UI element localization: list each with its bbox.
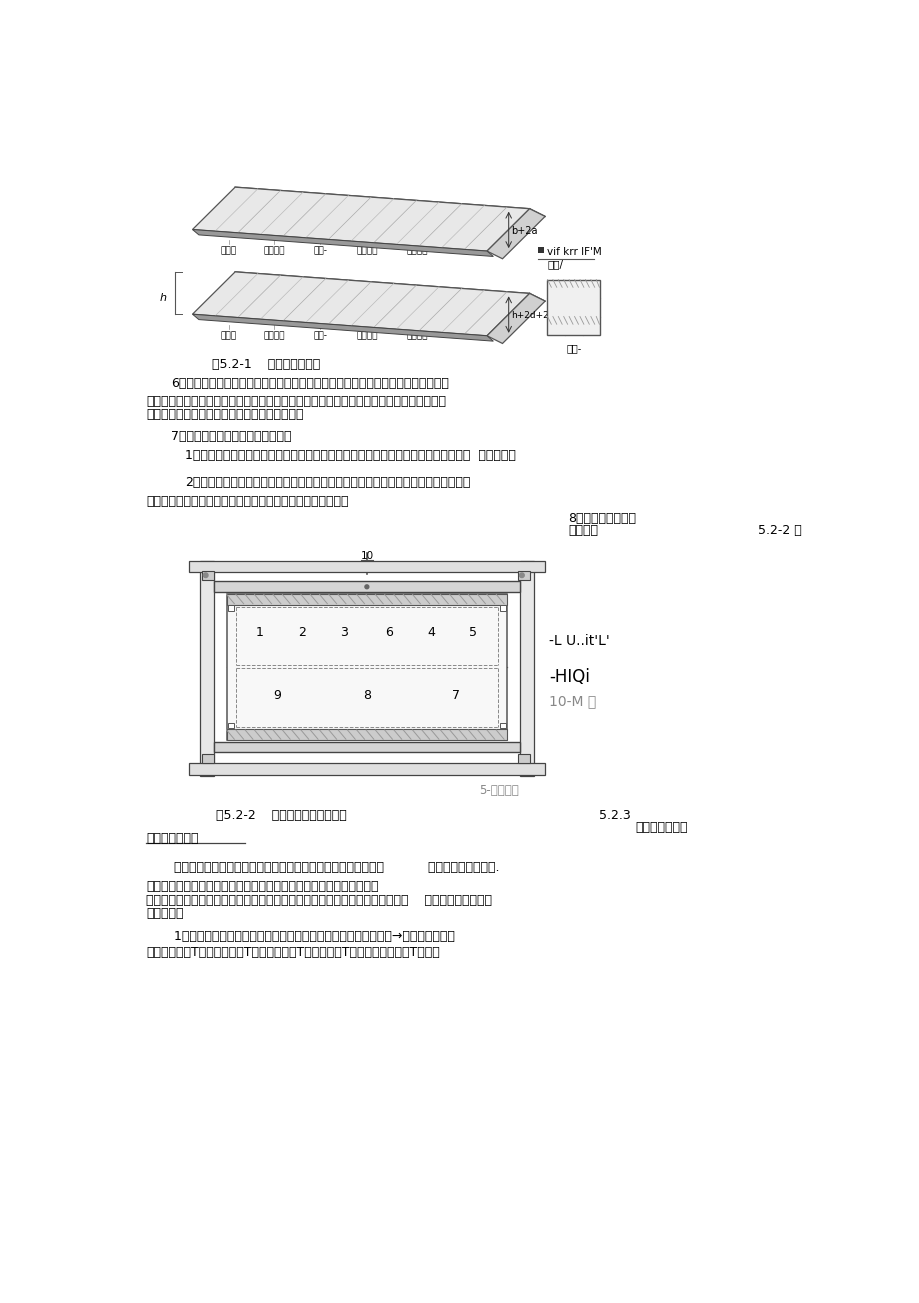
Circle shape: [519, 573, 524, 577]
Text: 2: 2: [298, 627, 305, 640]
Text: 集合材模: 集合材模: [263, 246, 284, 255]
Bar: [226, 594, 506, 605]
Text: 1单面木纹粗面清水混凝土墙模板安装施工顺序：搭设临时支撑架→双层模外模拼装: 1单面木纹粗面清水混凝土墙模板安装施工顺序：搭设临时支撑架→双层模外模拼装: [146, 930, 454, 943]
Text: 5.2-2 ：: 5.2-2 ：: [757, 524, 801, 537]
Text: 箱柱-: 箱柱-: [565, 343, 581, 353]
Bar: [228, 606, 233, 611]
Bar: [500, 723, 505, 728]
Bar: [200, 549, 533, 788]
Bar: [188, 560, 545, 572]
Text: -HIQi: -HIQi: [549, 668, 589, 687]
Text: 6: 6: [384, 627, 392, 640]
Text: -L U..it'L': -L U..it'L': [549, 633, 609, 648]
Text: 分层桁梁: 分层桁梁: [406, 331, 427, 340]
Text: 集合材模: 集合材模: [263, 331, 284, 340]
Text: 凝土墙模板安装: 凝土墙模板安装: [146, 833, 199, 846]
Text: 图5.2-1    柱模拼装示意图: 图5.2-1 柱模拼装示意图: [211, 358, 320, 371]
Text: 7: 7: [451, 689, 460, 702]
Text: 实木板: 实木板: [221, 331, 237, 340]
Bar: [200, 560, 214, 777]
Text: 缝水平贯通，同时安放柱内侧三节式对拉螺栓。: 缝水平贯通，同时安放柱内侧三节式对拉螺栓。: [146, 408, 303, 421]
Text: 方木-: 方木-: [313, 246, 327, 255]
Text: 2）按照测量放线的轴线、标高控制点调整校核柱模轴线及标高，务必使柱内模分隔缝: 2）按照测量放线的轴线、标高控制点调整校核柱模轴线及标高，务必使柱内模分隔缝: [185, 476, 470, 489]
Text: 面如下图: 面如下图: [568, 524, 597, 537]
Bar: [201, 571, 214, 580]
Polygon shape: [192, 272, 529, 336]
Polygon shape: [192, 314, 493, 341]
Text: 木纹粗面清水混: 木纹粗面清水混: [635, 821, 687, 834]
Polygon shape: [486, 293, 545, 344]
Text: 板的组装。: 板的组装。: [146, 907, 183, 920]
Text: h+2d+2c: h+2d+2c: [510, 310, 553, 319]
Bar: [519, 560, 533, 777]
Text: 工程中混凝土墙体长度较长（已经超过了内模实木板单块长度）           ，需进行长度的组装.: 工程中混凝土墙体长度较长（已经超过了内模实木板单块长度） ，需进行长度的组装.: [146, 861, 499, 874]
Text: 楼容/: 楼容/: [547, 259, 562, 268]
Text: 4: 4: [426, 627, 435, 640]
Bar: [214, 741, 519, 752]
Text: 10: 10: [360, 551, 373, 562]
Text: 并调整平整度T弹内模拼装线T内模拼装就位T墙钢筋安装T单层模板拼装就位T调整垂: 并调整平整度T弹内模拼装线T内模拼装就位T墙钢筋安装T单层模板拼装就位T调整垂: [146, 946, 439, 959]
Text: 8柱模加固成型后断: 8柱模加固成型后断: [568, 512, 636, 525]
Text: 6吊装就位：在柱钢筋绑扎完毕后采用吊装设备或人工方法将单块模板吊装就位，吊: 6吊装就位：在柱钢筋绑扎完毕后采用吊装设备或人工方法将单块模板吊装就位，吊: [171, 378, 448, 391]
Bar: [538, 248, 544, 253]
Text: 8: 8: [362, 689, 370, 702]
Text: 影响，需将竖向蟒缝错落分布，这种情况下采用原位整体散拼法进行墙体内外模    。为减弱竖向蚌缝的: 影响，需将竖向蟒缝错落分布，这种情况下采用原位整体散拼法进行墙体内外模 。为减弱…: [146, 894, 492, 907]
Text: 5-方钢桁梁: 5-方钢桁梁: [479, 784, 518, 797]
Text: 3: 3: [340, 627, 348, 640]
Text: 方钢桁梁: 方钢桁梁: [356, 246, 377, 255]
Text: 10-M 泡: 10-M 泡: [549, 693, 596, 708]
Text: 7校核轴线、垂直度、尺寸并加固：: 7校核轴线、垂直度、尺寸并加固：: [171, 430, 291, 443]
Bar: [517, 754, 530, 764]
Text: 5: 5: [469, 627, 477, 640]
Bar: [188, 764, 545, 775]
Bar: [201, 754, 214, 764]
Polygon shape: [192, 188, 529, 251]
Text: 出现竖向祎缝（内模实木板端部平头拼接后再混凝土表面留下的痕迹）: 出现竖向祎缝（内模实木板端部平头拼接后再混凝土表面留下的痕迹）: [146, 880, 378, 893]
Text: 图5.2-2    柱模板断面拼装示意图: 图5.2-2 柱模板断面拼装示意图: [216, 809, 346, 822]
Text: 装时应采取恰当措施避免模板变形。就位组装时应根据事先弹好的标高线控制柱模板内侧拼: 装时应采取恰当措施避免模板变形。就位组装时应根据事先弹好的标高线控制柱模板内侧拼: [146, 395, 446, 408]
Text: 5.2.3: 5.2.3: [598, 809, 630, 822]
Text: 1: 1: [255, 627, 264, 640]
Text: 分层桁梁: 分层桁梁: [406, 246, 427, 255]
Text: 1）安放柱箍并临时固定：柱箍紧固时应注意控制紧固程度，注意不可使柱模变形导致  内模崩开。: 1）安放柱箍并临时固定：柱箍紧固时应注意控制紧固程度，注意不可使柱模变形导致 内…: [185, 450, 515, 463]
Circle shape: [203, 573, 208, 577]
Text: 实木板: 实木板: [221, 246, 237, 255]
Text: h: h: [159, 293, 166, 304]
Text: b+2a: b+2a: [510, 225, 537, 236]
Text: vif krr IF'M: vif krr IF'M: [547, 248, 602, 257]
Circle shape: [365, 585, 369, 589]
Text: 标高与设计一致。同时校核柱垂直度，校核完毕后固定柱模。: 标高与设计一致。同时校核柱垂直度，校核完毕后固定柱模。: [146, 495, 348, 508]
Bar: [547, 280, 599, 335]
Text: 9: 9: [273, 689, 280, 702]
Bar: [228, 723, 233, 728]
Text: 方木-: 方木-: [313, 331, 327, 340]
Bar: [500, 606, 505, 611]
Bar: [226, 730, 506, 740]
Bar: [214, 581, 519, 592]
Polygon shape: [192, 229, 493, 257]
Text: 方钢桁梁: 方钢桁梁: [356, 331, 377, 340]
Polygon shape: [486, 208, 545, 259]
Bar: [517, 571, 530, 580]
Bar: [226, 594, 506, 740]
